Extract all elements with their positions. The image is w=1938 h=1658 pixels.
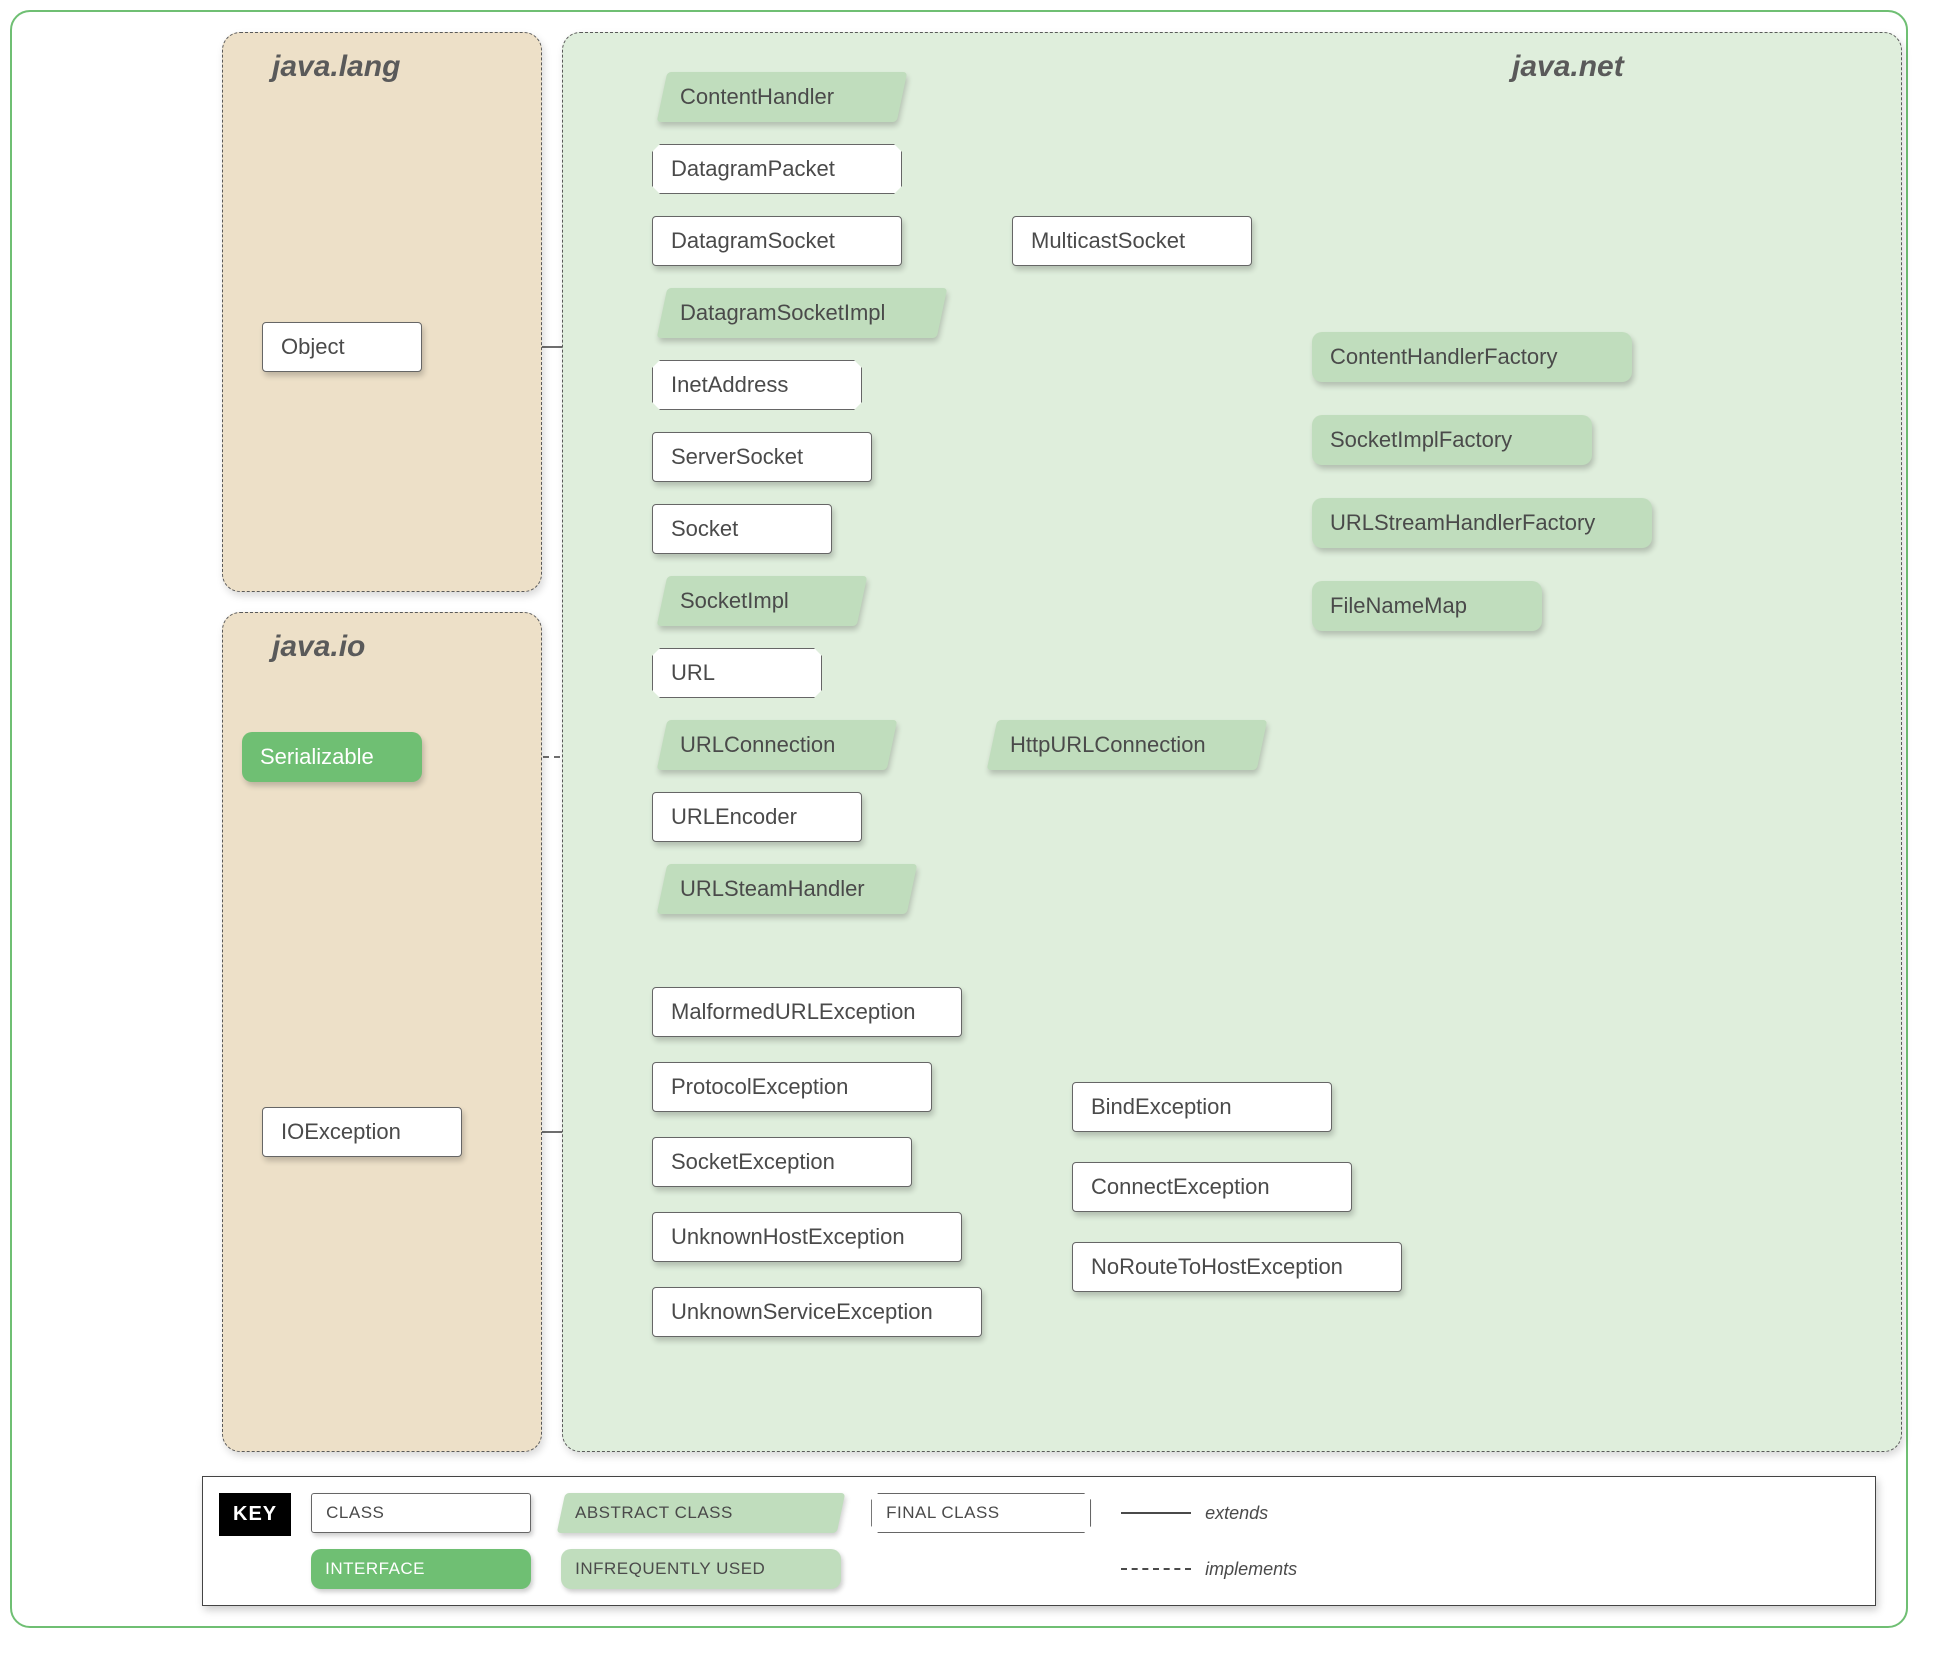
diagram-area: java.lang java.io java.net Object IOExceptio… — [32, 32, 1886, 1452]
node-datagrampacket: DatagramPacket — [652, 144, 902, 194]
node-unksvcexc: UnknownServiceException — [652, 1287, 982, 1337]
node-protoexc: ProtocolException — [652, 1062, 932, 1112]
key-badge: KEY — [219, 1493, 291, 1536]
key-interface: INTERFACE — [311, 1549, 531, 1589]
node-urlencoder: URLEncoder — [652, 792, 862, 842]
node-urlconnection: URLConnection — [657, 720, 898, 770]
node-socket: Socket — [652, 504, 832, 554]
key-final: FINAL CLASS — [871, 1493, 1091, 1533]
node-urlstreamhandler: URLSteamHandler — [657, 864, 918, 914]
node-unkhostexc: UnknownHostException — [652, 1212, 962, 1262]
package-label-lang: java.lang — [272, 50, 400, 84]
package-label-io: java.io — [272, 630, 365, 664]
key-implements: implements — [1121, 1559, 1341, 1580]
node-socketimpl: SocketImpl — [657, 576, 868, 626]
node-httpurlconn: HttpURLConnection — [987, 720, 1268, 770]
node-serial: Serializable — [242, 732, 422, 782]
key-extends: extends — [1121, 1503, 1341, 1524]
node-url: URL — [652, 648, 822, 698]
node-datagramsockimpl: DatagramSocketImpl — [657, 288, 948, 338]
key-infrequent: INFREQUENTLY USED — [561, 1549, 841, 1589]
node-contenthandler: ContentHandler — [657, 72, 908, 122]
node-noroute: NoRouteToHostException — [1072, 1242, 1402, 1292]
key-class: CLASS — [311, 1493, 531, 1533]
node-multicastsocket: MulticastSocket — [1012, 216, 1252, 266]
key-panel: KEY CLASS ABSTRACT CLASS FINAL CLASS ext… — [202, 1476, 1876, 1606]
node-inetaddress: InetAddress — [652, 360, 862, 410]
node-object: Object — [262, 322, 422, 372]
dashed-line-icon — [1121, 1568, 1191, 1570]
node-filenamemap: FileNameMap — [1312, 581, 1542, 631]
package-lang — [222, 32, 542, 592]
outer-border: java.lang java.io java.net Object IOExceptio… — [10, 10, 1908, 1628]
node-socketexc: SocketException — [652, 1137, 912, 1187]
node-chfactory: ContentHandlerFactory — [1312, 332, 1632, 382]
node-serversocket: ServerSocket — [652, 432, 872, 482]
node-ioexc: IOException — [262, 1107, 462, 1157]
key-abstract: ABSTRACT CLASS — [557, 1493, 846, 1533]
package-label-net: java.net — [1512, 50, 1624, 84]
node-bindexc: BindException — [1072, 1082, 1332, 1132]
solid-line-icon — [1121, 1512, 1191, 1514]
node-ushfactory: URLStreamHandlerFactory — [1312, 498, 1652, 548]
node-connexc: ConnectException — [1072, 1162, 1352, 1212]
node-datagramsocket: DatagramSocket — [652, 216, 902, 266]
key-grid: CLASS ABSTRACT CLASS FINAL CLASS extends… — [311, 1477, 1341, 1605]
node-sifactory: SocketImplFactory — [1312, 415, 1592, 465]
node-malurlexc: MalformedURLException — [652, 987, 962, 1037]
